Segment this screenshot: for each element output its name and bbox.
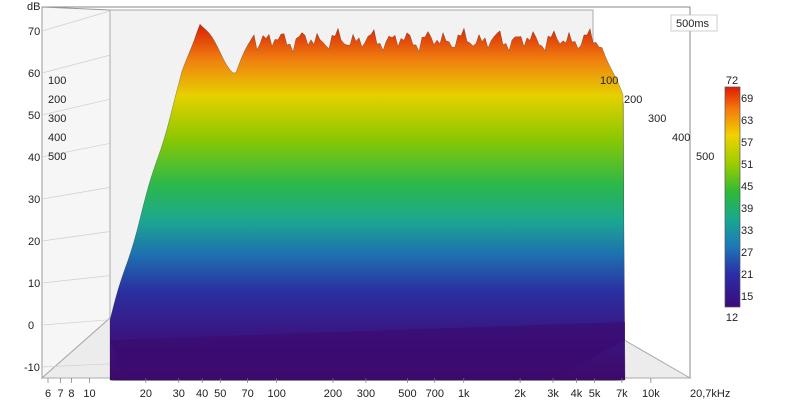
grid-line bbox=[41, 142, 111, 158]
time-window-label: 500ms bbox=[676, 18, 710, 30]
x-tick-label: 7k bbox=[616, 388, 628, 400]
x-tick-label: 40 bbox=[196, 388, 208, 400]
colorbar-tick: 69 bbox=[741, 93, 753, 105]
y-tick-label: 0 bbox=[28, 320, 34, 332]
x-tick-label: 8 bbox=[68, 388, 74, 400]
time-tick-right: 300 bbox=[648, 113, 666, 125]
grid-lines bbox=[41, 10, 111, 368]
grid-line bbox=[41, 10, 111, 32]
time-tick-right: 400 bbox=[672, 132, 690, 144]
y-tick-label: 30 bbox=[28, 194, 40, 206]
x-tick-label: 7 bbox=[57, 388, 63, 400]
time-tick-left: 500 bbox=[48, 151, 66, 163]
x-tick-label: 100 bbox=[267, 388, 285, 400]
time-tick-right: 500 bbox=[696, 151, 714, 163]
grid-line bbox=[41, 319, 111, 326]
x-tick-label: 6 bbox=[45, 388, 51, 400]
x-tick-label: 2k bbox=[514, 388, 526, 400]
colorbar-tick: 72 bbox=[726, 75, 738, 87]
x-tick-label: 500 bbox=[398, 388, 416, 400]
colorbar-tick: 15 bbox=[741, 291, 753, 303]
time-tick-left: 400 bbox=[48, 132, 66, 144]
y-tick-label: 50 bbox=[28, 110, 40, 122]
y-tick-label: 20 bbox=[28, 236, 40, 248]
x-tick-label: 5k bbox=[589, 388, 601, 400]
x-tick-label: 20,7kHz bbox=[690, 388, 730, 400]
y-tick-label: 60 bbox=[28, 68, 40, 80]
time-tick-left: 100 bbox=[48, 75, 66, 87]
grid-line bbox=[41, 98, 111, 116]
colorbar-tick: 45 bbox=[741, 181, 753, 193]
grid-line bbox=[41, 54, 111, 74]
colorbar-tick: 63 bbox=[741, 115, 753, 127]
time-tick-left: 200 bbox=[48, 94, 66, 106]
x-tick-label: 30 bbox=[173, 388, 185, 400]
time-tick-right: 200 bbox=[624, 94, 642, 106]
x-tick-label: 10 bbox=[83, 388, 95, 400]
x-tick-label: 70 bbox=[242, 388, 254, 400]
waterfall-base bbox=[110, 322, 625, 380]
colorbar-tick: 57 bbox=[741, 137, 753, 149]
colorbar-tick: 39 bbox=[741, 203, 753, 215]
time-window-box bbox=[670, 14, 718, 32]
colorbar-tick: 12 bbox=[726, 312, 738, 324]
y-tick-label: 10 bbox=[28, 278, 40, 290]
grid-line bbox=[41, 231, 111, 242]
grid-line bbox=[41, 187, 111, 200]
y-axis-label: dB bbox=[27, 1, 40, 13]
x-tick-label: 200 bbox=[324, 388, 342, 400]
x-tick-label: 20 bbox=[140, 388, 152, 400]
y-tick-label: -10 bbox=[24, 362, 40, 374]
y-tick-label: 40 bbox=[28, 152, 40, 164]
waterfall-surface bbox=[109, 23, 626, 381]
x-tick-label: 50 bbox=[214, 388, 226, 400]
time-tick-left: 300 bbox=[48, 113, 66, 125]
colorbar-tick: 27 bbox=[741, 247, 753, 259]
colorbar-scale bbox=[724, 86, 741, 308]
x-tick-label: 3k bbox=[547, 388, 559, 400]
waterfall-slice bbox=[109, 23, 626, 381]
y-ticks: 70 60 50 40 30 20 10 0 -10 bbox=[24, 26, 40, 374]
x-tick-label: 10k bbox=[642, 388, 660, 400]
x-tick-label: 300 bbox=[357, 388, 375, 400]
colorbar-tick: 21 bbox=[741, 269, 753, 281]
colorbar-tick: 51 bbox=[741, 159, 753, 171]
colorbar-tick: 33 bbox=[741, 225, 753, 237]
time-ticks-left: 100 200 300 400 500 bbox=[48, 75, 66, 163]
x-tick-label: 1k bbox=[458, 388, 470, 400]
x-ticks: 6 7 8 10 20 30 40 50 70 100 200 300 500 700 1k 2k 3k 4k 5k… bbox=[45, 378, 730, 400]
time-ticks-right: 100 200 300 400 500 bbox=[600, 75, 714, 163]
grid-line bbox=[41, 275, 111, 284]
x-tick-label: 700 bbox=[426, 388, 444, 400]
y-tick-label: 70 bbox=[28, 26, 40, 38]
x-tick-label: 4k bbox=[571, 388, 583, 400]
time-tick-right: 100 bbox=[600, 75, 618, 87]
grid-line bbox=[41, 363, 111, 368]
